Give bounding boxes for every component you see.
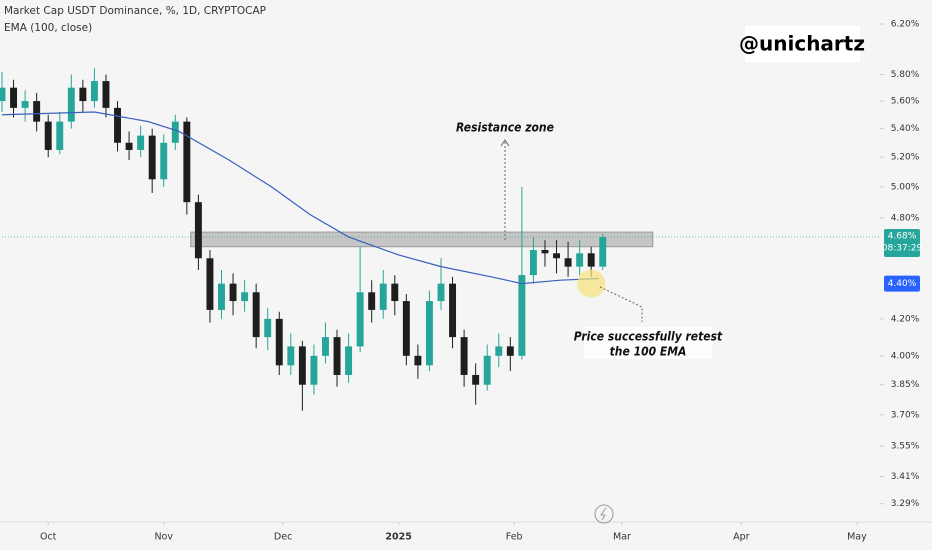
candle-body (414, 355, 422, 366)
y-tick-label: 3.70% (891, 410, 920, 420)
annotation: Price successfully retest (574, 330, 723, 344)
countdown-label: 08:37:29 (882, 243, 923, 253)
annotation: the 100 EMA (610, 345, 687, 359)
candle-body (114, 107, 121, 143)
candle-body (495, 346, 503, 356)
candle-body (90, 81, 98, 102)
candle-body (160, 142, 168, 180)
candle-body (460, 337, 468, 375)
candle-body (345, 346, 353, 375)
candle-body (183, 121, 191, 203)
y-tick-label: 3.55% (891, 442, 920, 452)
ema-badge (884, 275, 920, 292)
candle-body (449, 283, 457, 338)
candle-body (148, 135, 156, 180)
candle-body (379, 283, 387, 310)
candle-body (102, 81, 110, 108)
candle-body (541, 249, 549, 254)
candle-body (529, 249, 537, 276)
candle-body (472, 374, 480, 385)
annotation: Resistance zone (456, 121, 554, 135)
x-tick-label: Nov (154, 532, 173, 543)
candle-body (368, 292, 376, 310)
y-tick-label: 5.60% (891, 97, 920, 107)
candle-body (391, 283, 399, 302)
retest-highlight (577, 269, 606, 298)
chart-title: Market Cap USDT Dominance, %, 1D, CRYPTO… (4, 5, 266, 17)
candle-body (79, 87, 87, 102)
candle-body (518, 275, 526, 356)
ema-line (1, 111, 599, 285)
candle-body (425, 301, 433, 366)
candle-body (437, 283, 445, 302)
x-tick-label: Feb (506, 532, 523, 543)
candle-body (576, 253, 584, 267)
candle-body (483, 355, 491, 385)
y-tick-label: 4.20% (891, 314, 920, 324)
candle-body (252, 292, 260, 338)
x-tick-label: May (847, 532, 867, 543)
resistance-zone (190, 231, 654, 248)
candle-body (564, 258, 572, 267)
candle-body (229, 283, 237, 302)
y-tick-label: 3.41% (891, 472, 920, 482)
candle-body (275, 318, 283, 366)
candle-body (10, 87, 18, 108)
replay-icon[interactable] (594, 504, 614, 524)
candle-body (322, 337, 329, 356)
x-tick-label: Mar (613, 532, 631, 543)
candle-body (67, 87, 75, 122)
y-tick-label: 4.00% (891, 351, 920, 361)
replay-icon-bolt (600, 507, 607, 521)
price-badge (884, 228, 920, 257)
annotation-box (584, 327, 712, 359)
candle-body (218, 283, 225, 310)
y-tick-label: 4.80% (891, 213, 920, 223)
y-tick-label: 6.20% (891, 20, 920, 30)
candle-body (333, 337, 341, 375)
candle-body (206, 258, 214, 310)
price-badge-label: 4.68% (888, 231, 917, 241)
candle-body (506, 346, 514, 356)
plot (0, 68, 880, 411)
candle-body (298, 346, 306, 385)
indicator-label: EMA (100, close) (4, 22, 92, 34)
candle-body (194, 202, 202, 259)
candle-body (264, 318, 272, 338)
candle-body (587, 253, 595, 267)
x-tick-label: Oct (40, 532, 57, 543)
candle-body (310, 355, 318, 385)
y-tick-label: 5.20% (891, 153, 920, 163)
x-tick-label: Dec (274, 532, 292, 543)
watermark-box (745, 26, 860, 62)
candle-body (21, 101, 29, 108)
candle-body (402, 301, 410, 356)
y-tick-label: 5.00% (891, 182, 920, 192)
y-tick-label: 5.40% (891, 124, 920, 134)
candle-body (125, 142, 133, 150)
candle-body (44, 121, 52, 150)
candle-body (171, 121, 179, 143)
candle-body (241, 292, 249, 302)
candle-body (356, 292, 364, 347)
x-tick-label: 2025 (385, 532, 411, 543)
ema-badge-label: 4.40% (888, 279, 917, 289)
watermark: @unichartz (739, 32, 865, 56)
candle-body (137, 135, 145, 150)
candle-body (599, 236, 607, 267)
y-tick-label: 3.85% (891, 380, 920, 390)
candle-body (33, 101, 41, 122)
y-tick-label: 3.29% (891, 499, 920, 509)
candle-body (553, 253, 560, 259)
arrow-head (500, 139, 510, 147)
candle-body (287, 346, 295, 366)
x-tick-label: Apr (733, 532, 750, 543)
candle-body (56, 121, 64, 150)
annotation-arrow (599, 286, 643, 322)
y-tick-label: 5.80% (891, 70, 920, 80)
candle-body (0, 87, 6, 102)
